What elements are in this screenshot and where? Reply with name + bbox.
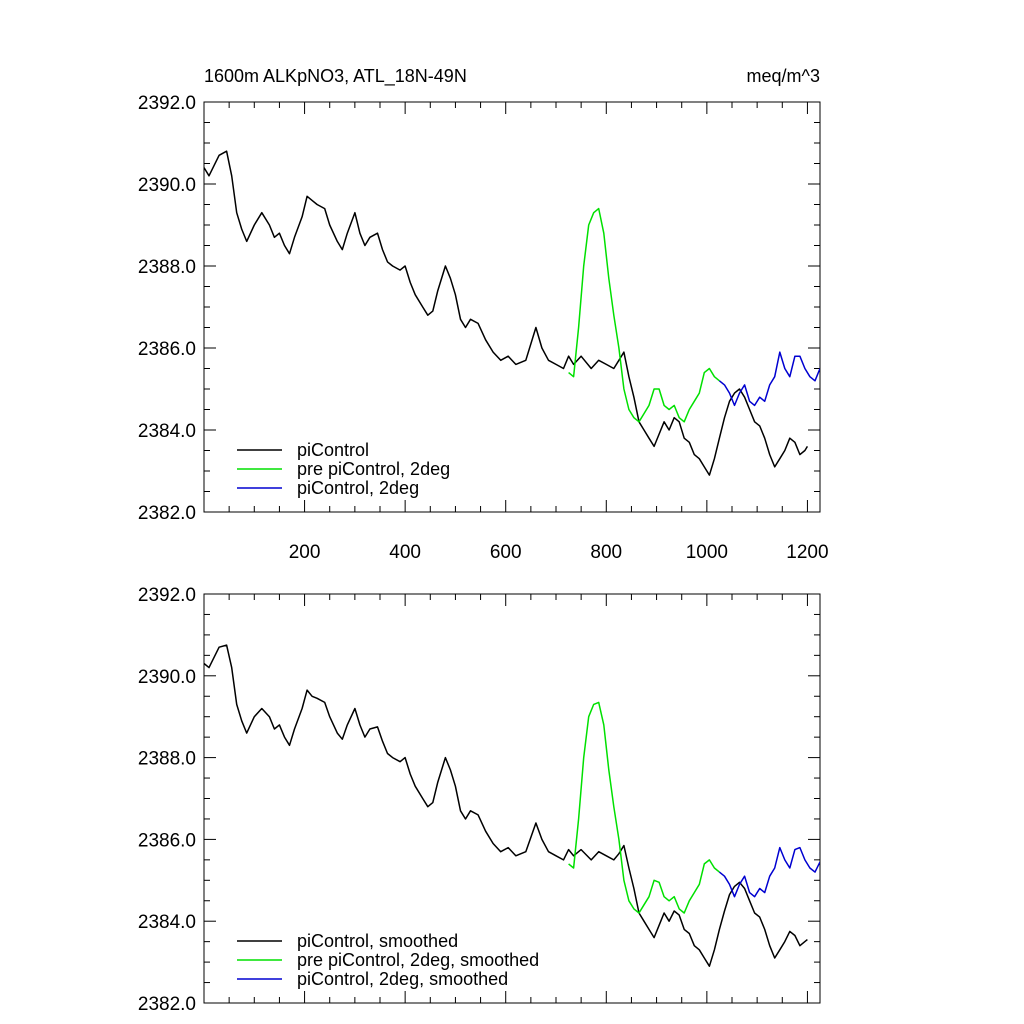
x-tick-label: 600 (490, 542, 522, 563)
y-tick-label: 2388.0 (138, 749, 196, 770)
legend-label: pre piControl, 2deg, smoothed (297, 950, 539, 970)
legend-label: piControl, 2deg, smoothed (297, 969, 508, 989)
legend-label: pre piControl, 2deg (297, 459, 450, 479)
series-line-0 (204, 644, 808, 967)
y-tick-label: 2386.0 (138, 830, 196, 851)
x-tick-label: 400 (389, 542, 421, 563)
chart-units: meq/m^3 (747, 66, 820, 86)
x-tick-label: 1000 (686, 542, 728, 563)
legend-label: piControl (297, 440, 369, 460)
legend-label: piControl, 2deg (297, 478, 419, 498)
series-line-1 (568, 701, 720, 914)
y-tick-label: 2392.0 (138, 585, 196, 606)
y-tick-label: 2382.0 (138, 994, 196, 1015)
x-tick-label: 200 (289, 542, 321, 563)
series-line-2 (718, 351, 820, 407)
y-tick-label: 2384.0 (138, 421, 196, 442)
series-line-2 (718, 846, 820, 898)
series-line-0 (204, 150, 809, 476)
y-tick-label: 2390.0 (138, 175, 196, 196)
x-tick-label: 1200 (786, 542, 828, 563)
y-tick-label: 2382.0 (138, 503, 196, 524)
y-tick-label: 2392.0 (138, 93, 196, 114)
top-plot: 2382.0 2384.0 2386.0 2388.0 2390.0 2392.0 200 4… (138, 93, 829, 563)
y-tick-label: 2388.0 (138, 257, 196, 278)
y-tick-label: 2390.0 (138, 667, 196, 688)
y-tick-label: 2386.0 (138, 339, 196, 360)
chart-title: 1600m ALKpNO3, ATL_18N-49N (204, 66, 467, 87)
y-tick-label: 2384.0 (138, 912, 196, 933)
bottom-plot: 2382.0 2384.0 2386.0 2388.0 2390.0 2392.0 piCo… (138, 585, 821, 1015)
x-tick-label: 800 (590, 542, 622, 563)
series-line-1 (568, 207, 720, 423)
legend-label: piControl, smoothed (297, 931, 458, 951)
